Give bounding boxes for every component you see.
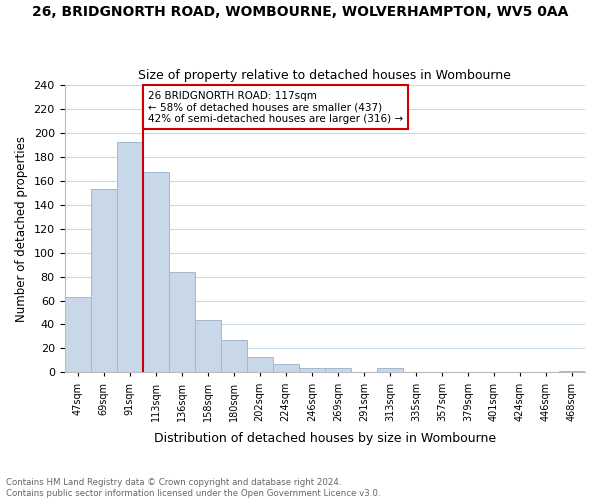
Bar bbox=[169, 272, 194, 372]
Bar bbox=[247, 357, 273, 372]
Bar bbox=[116, 142, 143, 372]
Bar bbox=[194, 320, 221, 372]
Text: 26 BRIDGNORTH ROAD: 117sqm
← 58% of detached houses are smaller (437)
42% of sem: 26 BRIDGNORTH ROAD: 117sqm ← 58% of deta… bbox=[148, 90, 403, 124]
Bar bbox=[325, 368, 351, 372]
X-axis label: Distribution of detached houses by size in Wombourne: Distribution of detached houses by size … bbox=[154, 432, 496, 445]
Bar bbox=[299, 368, 325, 372]
Bar bbox=[273, 364, 299, 372]
Bar bbox=[377, 368, 403, 372]
Y-axis label: Number of detached properties: Number of detached properties bbox=[15, 136, 28, 322]
Text: 26, BRIDGNORTH ROAD, WOMBOURNE, WOLVERHAMPTON, WV5 0AA: 26, BRIDGNORTH ROAD, WOMBOURNE, WOLVERHA… bbox=[32, 5, 568, 19]
Bar bbox=[221, 340, 247, 372]
Bar bbox=[91, 189, 116, 372]
Bar bbox=[65, 297, 91, 372]
Text: Contains HM Land Registry data © Crown copyright and database right 2024.
Contai: Contains HM Land Registry data © Crown c… bbox=[6, 478, 380, 498]
Title: Size of property relative to detached houses in Wombourne: Size of property relative to detached ho… bbox=[139, 69, 511, 82]
Bar bbox=[143, 172, 169, 372]
